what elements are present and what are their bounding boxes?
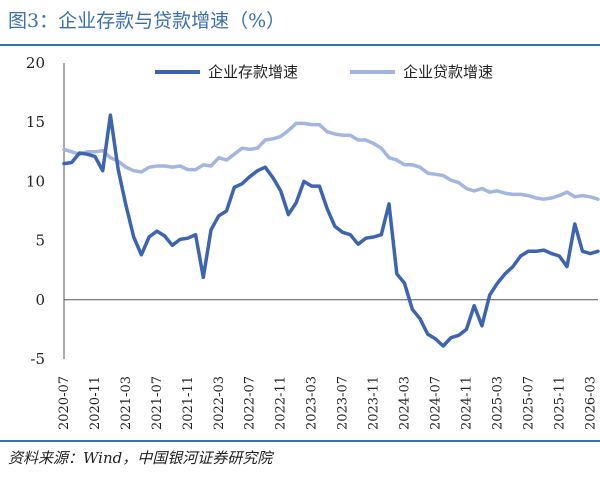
bottom-divider bbox=[0, 440, 600, 442]
y-tick-label: 15 bbox=[26, 113, 45, 131]
x-tick-label: 2022-11 bbox=[274, 376, 289, 430]
x-tick-label: 2023-07 bbox=[336, 376, 351, 430]
y-tick-label: 5 bbox=[35, 232, 45, 250]
chart-title: 图3：企业存款与贷款增速（%） bbox=[8, 10, 286, 32]
x-tick-label: 2021-11 bbox=[181, 376, 196, 430]
legend-label: 企业存款增速 bbox=[208, 63, 298, 81]
loan-growth-line bbox=[62, 121, 600, 201]
series-lines bbox=[62, 113, 600, 348]
y-tick-label: 0 bbox=[35, 291, 45, 309]
legend: 企业存款增速 企业贷款增速 bbox=[155, 63, 493, 81]
x-tick-label: 2020-07 bbox=[57, 376, 72, 430]
x-tick-label: 2025-11 bbox=[552, 376, 567, 430]
x-tick-label: 2025-03 bbox=[490, 376, 505, 430]
x-tick-label: 2022-03 bbox=[212, 376, 227, 430]
x-tick-label: 2021-03 bbox=[119, 376, 134, 430]
x-tick-label: 2023-03 bbox=[305, 376, 320, 430]
x-tick-label: 2026-03 bbox=[583, 376, 598, 430]
top-divider bbox=[0, 44, 600, 46]
y-tick-label: 10 bbox=[26, 172, 45, 190]
source-note: 资料来源：Wind，中国银河证券研究院 bbox=[8, 449, 273, 467]
x-tick-label: 2024-03 bbox=[398, 376, 413, 430]
x-tick-label: 2023-11 bbox=[367, 376, 382, 430]
legend-label: 企业贷款增速 bbox=[403, 63, 493, 81]
axes: -5 0 5 10 15 20 2020-07 2020-11 2021-03 2021-07 20… bbox=[26, 54, 598, 430]
x-tick-label: 2022-07 bbox=[243, 376, 258, 430]
line-chart: -5 0 5 10 15 20 2020-07 2020-11 2021-03 2021-07 20… bbox=[26, 54, 600, 430]
x-tick-label: 2021-07 bbox=[150, 376, 165, 430]
x-tick-label: 2024-07 bbox=[428, 376, 443, 430]
y-tick-label: -5 bbox=[30, 350, 45, 368]
x-tick-label: 2020-11 bbox=[88, 376, 103, 430]
y-tick-label: 20 bbox=[26, 54, 45, 72]
deposit-growth-line bbox=[62, 113, 600, 348]
x-tick-label: 2025-07 bbox=[521, 376, 536, 430]
x-tick-label: 2024-11 bbox=[459, 376, 474, 430]
